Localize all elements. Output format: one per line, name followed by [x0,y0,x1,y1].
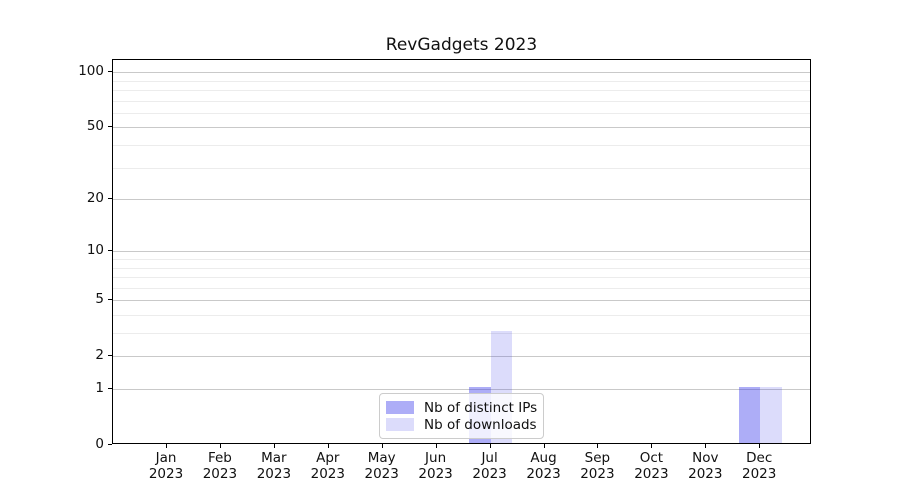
major-gridline [113,199,810,200]
y-tick-label: 1 [95,380,104,396]
minor-gridline [113,287,810,289]
x-tick-mark [597,444,599,448]
legend-label: Nb of downloads [424,416,537,433]
y-tick-mark [108,250,112,252]
x-tick-label: Jun 2023 [418,450,453,482]
minor-gridline [113,315,810,316]
bar-distinct-ips-dec-2023 [738,387,761,443]
y-tick-mark [108,71,112,73]
y-tick-label: 100 [78,63,104,80]
x-tick-mark [435,444,437,448]
x-tick-label: Dec 2023 [742,450,777,482]
x-tick-mark [705,444,707,448]
y-tick-mark [108,388,112,389]
plot-area: Nb of distinct IPs Nb of downloads [112,59,811,444]
major-gridline [113,389,810,390]
minor-gridline [113,259,810,260]
y-tick-label: 2 [95,347,104,364]
major-gridline [113,127,810,129]
y-tick-label: 10 [86,242,104,259]
legend-swatch-downloads [386,418,414,431]
y-tick-label: 0 [95,436,104,452]
chart-title: RevGadgets 2023 [385,35,538,55]
x-tick-label: Mar 2023 [256,450,292,482]
major-gridline [113,300,810,302]
bar-downloads-dec-2023 [760,387,782,443]
x-tick-mark [381,444,383,448]
y-tick-label: 50 [86,118,104,135]
minor-gridline [113,112,810,114]
x-tick-mark [219,444,221,448]
x-tick-label: Apr 2023 [310,450,345,482]
major-gridline [113,72,810,74]
major-gridline [113,356,810,358]
y-tick-mark [108,126,112,128]
major-gridline [113,251,810,253]
y-tick-label: 5 [95,291,104,308]
minor-gridline [113,267,810,269]
minor-gridline [113,333,810,334]
x-tick-label: Feb 2023 [202,450,238,482]
legend-swatch-distinct-ips [386,401,414,414]
x-tick-label: Jan 2023 [148,450,184,482]
minor-gridline [113,80,810,82]
x-tick-label: Jul 2023 [472,450,507,482]
x-tick-mark [759,444,761,448]
legend-item-distinct-ips: Nb of distinct IPs [386,399,538,416]
y-tick-label: 20 [86,190,104,206]
y-tick-mark [108,198,112,199]
minor-gridline [113,144,810,146]
y-tick-mark [108,299,112,301]
minor-gridline [113,100,810,102]
y-tick-mark [108,355,112,357]
legend-label: Nb of distinct IPs [424,399,538,416]
minor-gridline [113,277,810,278]
x-tick-label: Sep 2023 [580,450,615,482]
x-tick-mark [543,444,545,448]
x-tick-mark [489,444,491,448]
minor-gridline [113,89,810,91]
x-tick-mark [651,444,653,448]
x-tick-mark [327,444,329,448]
x-tick-label: Oct 2023 [634,450,669,482]
x-tick-label: Aug 2023 [526,450,561,482]
legend: Nb of distinct IPs Nb of downloads [379,393,544,439]
minor-gridline [113,167,810,169]
x-tick-label: May 2023 [364,450,399,482]
x-tick-mark [166,444,167,448]
x-tick-label: Nov 2023 [688,450,723,482]
legend-item-downloads: Nb of downloads [386,416,537,433]
x-tick-mark [273,444,275,448]
y-tick-mark [108,444,112,445]
